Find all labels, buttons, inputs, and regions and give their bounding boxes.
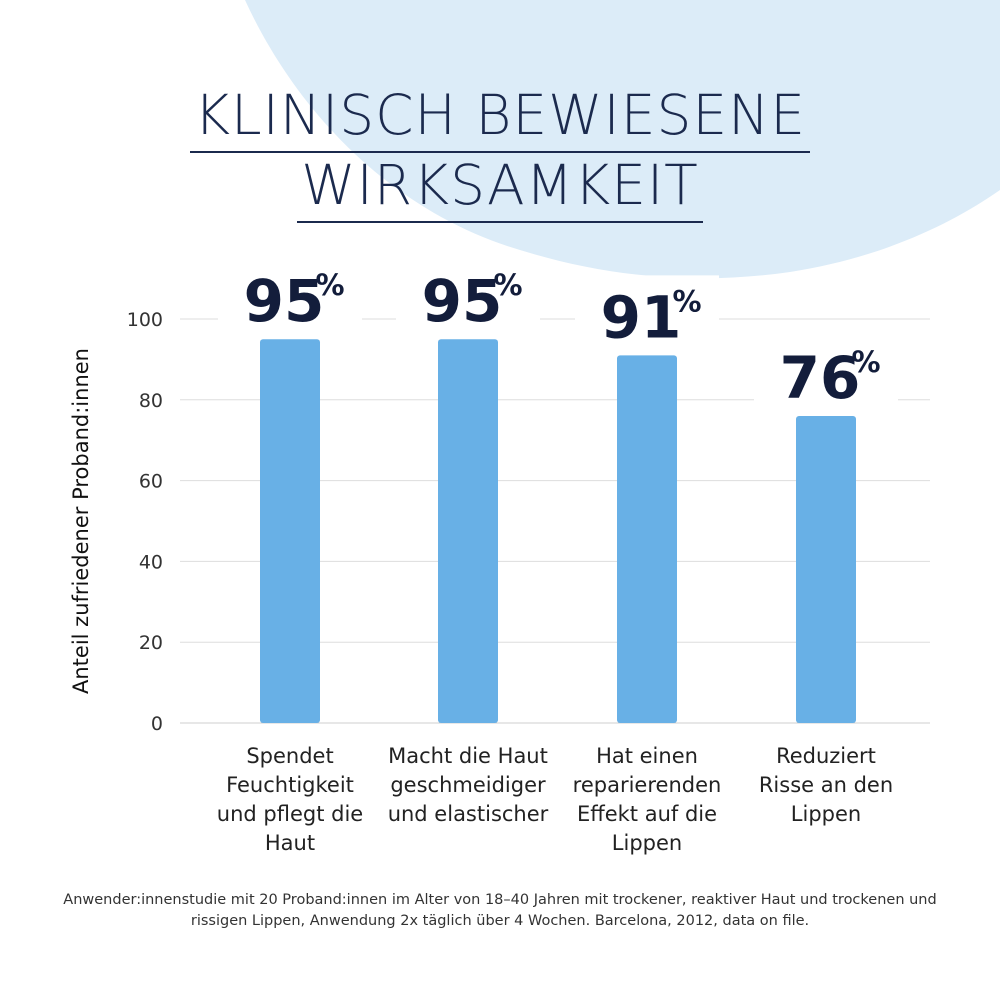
page-title-line-2: WIRKSAMKEIT (0, 158, 1000, 223)
x-category-label-line: und pflegt die (216, 802, 364, 826)
page-title-line-1: KLINISCH BEWIESENE (0, 88, 1000, 153)
x-category-label-line: Feuchtigkeit (226, 773, 354, 797)
value-label: 91 (601, 283, 682, 351)
x-category-label-line: Hat einen (596, 744, 698, 768)
x-category-label: Reduziert Risse an den Lippen (736, 742, 916, 829)
value-label-background (218, 259, 362, 330)
value-unit: % (493, 268, 522, 302)
value-unit: % (672, 284, 701, 318)
x-category-label-line: geschmeidiger (390, 773, 546, 797)
x-category-label: Spendet Feuchtigkeit und pflegt die Haut (200, 742, 380, 858)
x-category-label-line: und elastischer (387, 802, 549, 826)
value-label-background (754, 335, 898, 406)
x-category-label-line: Risse an den (758, 773, 894, 797)
y-tick-label: 20 (139, 632, 163, 654)
x-category-label-line: reparierenden (572, 773, 722, 797)
y-tick-label: 0 (151, 713, 163, 735)
value-label: 95 (422, 267, 503, 335)
y-tick-label: 40 (139, 551, 163, 573)
title-text-2: WIRKSAMKEIT (297, 158, 703, 223)
x-category-label-line: Lippen (611, 831, 683, 855)
value-label-background (396, 259, 540, 330)
x-category-label-line: Effekt auf die (576, 802, 718, 826)
x-category-label-line: Reduziert (776, 744, 876, 768)
x-category-label-line: Macht die Haut (388, 744, 548, 768)
x-category-label-line: Lippen (790, 802, 862, 826)
x-category-label-line: Spendet (246, 744, 334, 768)
y-tick-label: 100 (127, 309, 163, 331)
value-unit: % (851, 345, 880, 379)
value-label-background (575, 275, 719, 346)
bar (617, 355, 677, 723)
bar (260, 339, 320, 723)
value-label: 95 (244, 267, 325, 335)
y-axis-label: Anteil zufriedener Proband:innen (69, 348, 93, 694)
value-label: 76 (780, 344, 861, 412)
bar (438, 339, 498, 723)
y-tick-label: 60 (139, 471, 163, 493)
x-category-label: Hat einen reparierenden Effekt auf die Lipp… (557, 742, 737, 858)
y-tick-label: 80 (139, 390, 163, 412)
x-category-label: Macht die Haut geschmeidiger und elastisch… (378, 742, 558, 829)
bar (796, 415, 856, 723)
x-category-label-line: Haut (264, 831, 316, 855)
value-unit: % (315, 268, 344, 302)
footnote: Anwender:innenstudie mit 20 Proband:inne… (63, 892, 937, 929)
title-text-1: KLINISCH BEWIESENE (189, 88, 811, 153)
